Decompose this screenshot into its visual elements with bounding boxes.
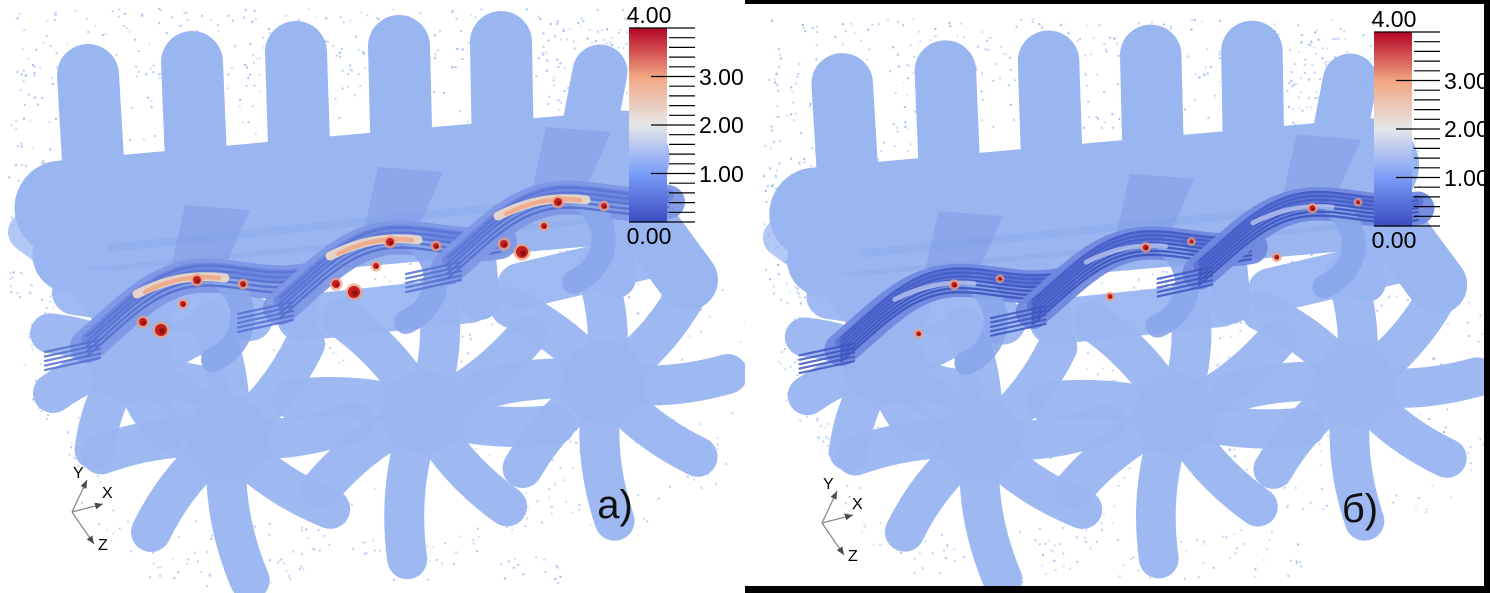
- y-axis-label: Y: [73, 466, 84, 482]
- orientation-axes-widget: Y X Z: [821, 477, 863, 565]
- subfigure-label-b: б): [1341, 487, 1379, 531]
- z-axis-arrowhead: [836, 546, 844, 555]
- y-axis-arrowhead: [80, 480, 87, 489]
- render-view-b: [762, 18, 1484, 586]
- panel-b: 4.00 3.00 2.00 1.00 0.00 Y X Z б): [745, 0, 1490, 593]
- x-axis-label: X: [852, 496, 863, 513]
- z-axis-label: Z: [848, 548, 858, 565]
- x-axis-arrowhead: [844, 513, 853, 521]
- x-axis-arrowhead: [94, 502, 103, 510]
- y-axis-label: Y: [823, 477, 834, 493]
- panel-a: 4.00 3.00 2.00 1.00 0.00 Y X Z а): [8, 2, 745, 593]
- orientation-axes-widget: Y X Z: [71, 466, 113, 554]
- z-axis-label: Z: [98, 537, 108, 554]
- render-view-a: [8, 8, 745, 593]
- subfigure-label-a: а): [597, 483, 633, 527]
- z-axis-arrowhead: [86, 535, 94, 544]
- y-axis-arrowhead: [830, 491, 837, 500]
- x-axis-label: X: [102, 485, 113, 502]
